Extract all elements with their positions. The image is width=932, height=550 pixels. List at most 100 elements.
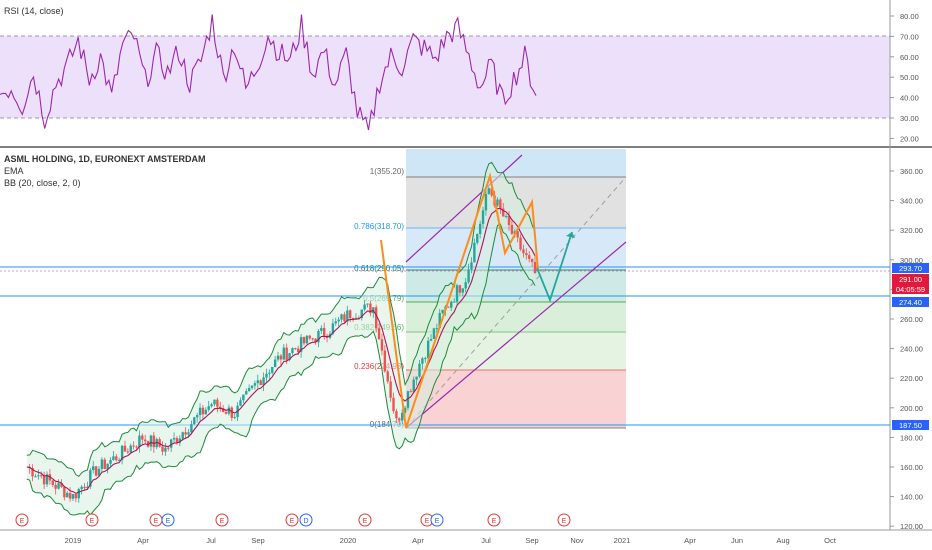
price-badge-label: 293.70 xyxy=(899,264,922,273)
projection-path[interactable] xyxy=(380,172,539,429)
candle-body xyxy=(178,438,182,443)
candle-body xyxy=(118,460,121,462)
candle-body xyxy=(499,199,502,209)
legend-ema: EMA xyxy=(4,166,24,176)
event-marker-icon[interactable] xyxy=(430,513,444,527)
candle-body xyxy=(97,468,101,476)
candle-body xyxy=(424,358,427,360)
rsi-tick-label: 20.00 xyxy=(900,134,919,143)
event-marker-icon[interactable] xyxy=(161,513,175,527)
candle-body xyxy=(143,439,147,442)
candle-body xyxy=(395,411,398,419)
price-tick-label: 160.00 xyxy=(900,463,923,472)
candle-body xyxy=(429,338,433,341)
price-tick-label: 300.00 xyxy=(900,256,923,265)
candle-body xyxy=(268,372,271,374)
candle-body xyxy=(141,435,144,440)
time-tick-label: Jun xyxy=(731,536,743,545)
event-marker-icon[interactable] xyxy=(358,513,372,527)
time-tick-label: 2020 xyxy=(340,536,357,545)
candle-body xyxy=(146,441,150,447)
rsi-panel: RSI (14, close) xyxy=(0,6,890,131)
event-marker-icon[interactable] xyxy=(15,513,29,527)
time-tick-label: Aug xyxy=(776,536,789,545)
candle-body xyxy=(68,492,72,499)
candle-body xyxy=(262,377,265,386)
candle-body xyxy=(305,335,309,344)
event-marker-label: E xyxy=(562,518,567,525)
candle-body xyxy=(66,492,69,498)
price-badge xyxy=(892,420,929,430)
candle-body xyxy=(172,438,176,440)
time-tick-label: Apr xyxy=(412,536,424,545)
candle-body xyxy=(317,330,320,343)
forecast-path[interactable] xyxy=(536,231,573,303)
candle-body xyxy=(331,323,335,334)
candle-body xyxy=(311,338,314,340)
candle-body xyxy=(71,494,75,499)
candle-body xyxy=(351,317,355,320)
time-tick-label: Apr xyxy=(137,536,149,545)
candle-body xyxy=(320,327,323,331)
candle-body xyxy=(204,409,208,415)
candle-body xyxy=(31,467,34,477)
candle-body xyxy=(51,480,54,485)
candle-body xyxy=(138,435,141,447)
candle-body xyxy=(57,483,60,489)
event-marker-icon[interactable] xyxy=(215,513,229,527)
ema-polyline xyxy=(26,208,536,494)
candle-body xyxy=(282,347,285,360)
candle-body xyxy=(109,459,112,464)
candle-body xyxy=(415,376,418,380)
event-marker-icon[interactable] xyxy=(557,513,571,527)
price-badge xyxy=(892,274,929,284)
event-marker-icon[interactable] xyxy=(299,513,313,527)
candle-body xyxy=(167,447,170,449)
rsi-tick-label: 70.00 xyxy=(900,32,919,41)
candle-body xyxy=(37,475,40,477)
candle-body xyxy=(132,445,135,447)
legend-bb: BB (20, close, 2, 0) xyxy=(4,178,81,188)
candle-body xyxy=(530,258,534,262)
candle-body xyxy=(285,347,288,360)
channel-lower-line[interactable] xyxy=(405,241,627,429)
candle-body xyxy=(273,359,277,368)
candle-body xyxy=(40,475,43,477)
candle-body xyxy=(496,199,499,206)
candle-body xyxy=(89,470,92,487)
candle-body xyxy=(291,348,294,354)
event-marker-label: E xyxy=(154,518,159,525)
candle-body xyxy=(34,476,37,478)
rsi-tick-label: 40.00 xyxy=(900,94,919,103)
candle-body xyxy=(380,339,384,351)
candle-body xyxy=(452,301,456,303)
time-tick-label: 2019 xyxy=(65,536,82,545)
candle-body xyxy=(302,337,306,344)
candle-body xyxy=(77,489,80,499)
candle-body xyxy=(94,466,98,476)
fib-zone-top xyxy=(406,149,626,177)
event-marker-icon[interactable] xyxy=(85,513,99,527)
price-tick-label: 320.00 xyxy=(900,226,923,235)
candle-body xyxy=(193,417,196,425)
candle-body xyxy=(504,216,508,218)
candle-body xyxy=(242,394,245,401)
time-axis: 2019 Apr Jul Sep 2020 Apr Jul Sep Nov 2021 Apr Jun A… xyxy=(65,536,837,545)
candle-body xyxy=(481,210,485,224)
candle-body xyxy=(288,353,291,360)
event-marker-label: D xyxy=(303,518,308,525)
candle-body xyxy=(432,328,436,339)
candle-body xyxy=(314,338,317,343)
event-marker-label: E xyxy=(492,518,497,525)
event-marker-icon[interactable] xyxy=(487,513,501,527)
price-tick-label: 180.00 xyxy=(900,433,923,442)
candle-body xyxy=(149,435,153,447)
candle-body xyxy=(216,399,219,407)
candle-body xyxy=(447,306,450,308)
candle-body xyxy=(528,255,531,259)
event-marker-icon[interactable] xyxy=(285,513,299,527)
candle-body xyxy=(354,317,358,320)
candle-body xyxy=(201,407,205,415)
